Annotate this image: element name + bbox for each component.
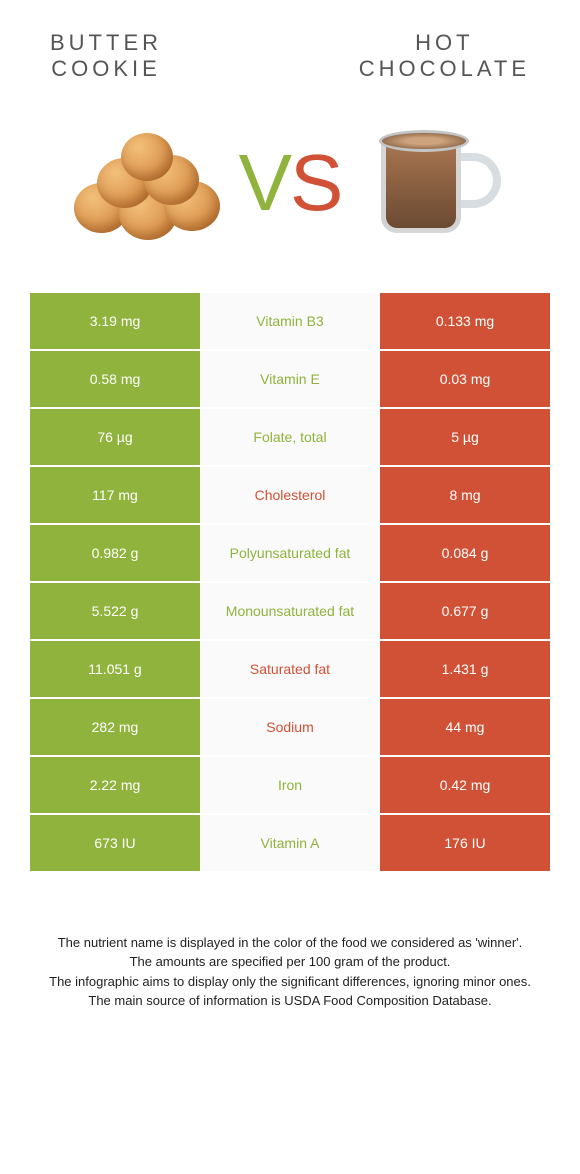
footer-line3: The infographic aims to display only the… xyxy=(40,972,540,992)
right-value-cell: 44 mg xyxy=(380,699,550,755)
table-row: 282 mgSodium44 mg xyxy=(30,699,550,755)
table-row: 11.051 gSaturated fat1.431 g xyxy=(30,641,550,697)
footer-line1: The nutrient name is displayed in the co… xyxy=(40,933,540,953)
nutrient-label-cell: Vitamin E xyxy=(200,351,380,407)
left-value-cell: 2.22 mg xyxy=(30,757,200,813)
hot-chocolate-image xyxy=(351,113,511,253)
footer-notes: The nutrient name is displayed in the co… xyxy=(0,873,580,1011)
title-left-line2: Cookie xyxy=(51,56,161,81)
table-row: 673 IUVitamin A176 IU xyxy=(30,815,550,871)
left-value-cell: 11.051 g xyxy=(30,641,200,697)
title-right: Hot Chocolate xyxy=(359,30,530,83)
nutrient-label-cell: Vitamin A xyxy=(200,815,380,871)
left-value-cell: 673 IU xyxy=(30,815,200,871)
right-value-cell: 0.084 g xyxy=(380,525,550,581)
left-value-cell: 0.982 g xyxy=(30,525,200,581)
vs-s: S xyxy=(290,138,341,227)
right-value-cell: 0.03 mg xyxy=(380,351,550,407)
right-value-cell: 8 mg xyxy=(380,467,550,523)
header: Butter Cookie Hot Chocolate xyxy=(0,0,580,103)
right-value-cell: 176 IU xyxy=(380,815,550,871)
vs-row: VS xyxy=(0,103,580,293)
left-value-cell: 0.58 mg xyxy=(30,351,200,407)
left-value-cell: 117 mg xyxy=(30,467,200,523)
title-left: Butter Cookie xyxy=(50,30,162,83)
table-row: 0.982 gPolyunsaturated fat0.084 g xyxy=(30,525,550,581)
right-value-cell: 0.677 g xyxy=(380,583,550,639)
left-value-cell: 5.522 g xyxy=(30,583,200,639)
table-row: 5.522 gMonounsaturated fat0.677 g xyxy=(30,583,550,639)
right-value-cell: 0.42 mg xyxy=(380,757,550,813)
right-value-cell: 5 µg xyxy=(380,409,550,465)
nutrient-table: 3.19 mgVitamin B30.133 mg0.58 mgVitamin … xyxy=(30,293,550,871)
table-row: 117 mgCholesterol8 mg xyxy=(30,467,550,523)
nutrient-label-cell: Iron xyxy=(200,757,380,813)
left-value-cell: 282 mg xyxy=(30,699,200,755)
nutrient-label-cell: Folate, total xyxy=(200,409,380,465)
vs-v: V xyxy=(239,138,290,227)
title-right-line2: Chocolate xyxy=(359,56,530,81)
title-left-line1: Butter xyxy=(50,30,162,55)
footer-line2: The amounts are specified per 100 gram o… xyxy=(40,952,540,972)
left-value-cell: 3.19 mg xyxy=(30,293,200,349)
nutrient-label-cell: Cholesterol xyxy=(200,467,380,523)
right-value-cell: 1.431 g xyxy=(380,641,550,697)
table-row: 2.22 mgIron0.42 mg xyxy=(30,757,550,813)
vs-label: VS xyxy=(239,137,342,229)
table-row: 76 µgFolate, total5 µg xyxy=(30,409,550,465)
nutrient-label-cell: Vitamin B3 xyxy=(200,293,380,349)
cookies-image xyxy=(69,113,229,253)
table-row: 0.58 mgVitamin E0.03 mg xyxy=(30,351,550,407)
right-value-cell: 0.133 mg xyxy=(380,293,550,349)
nutrient-label-cell: Polyunsaturated fat xyxy=(200,525,380,581)
left-value-cell: 76 µg xyxy=(30,409,200,465)
title-right-line1: Hot xyxy=(415,30,473,55)
nutrient-label-cell: Sodium xyxy=(200,699,380,755)
footer-line4: The main source of information is USDA F… xyxy=(40,991,540,1011)
nutrient-label-cell: Monounsaturated fat xyxy=(200,583,380,639)
nutrient-label-cell: Saturated fat xyxy=(200,641,380,697)
table-row: 3.19 mgVitamin B30.133 mg xyxy=(30,293,550,349)
